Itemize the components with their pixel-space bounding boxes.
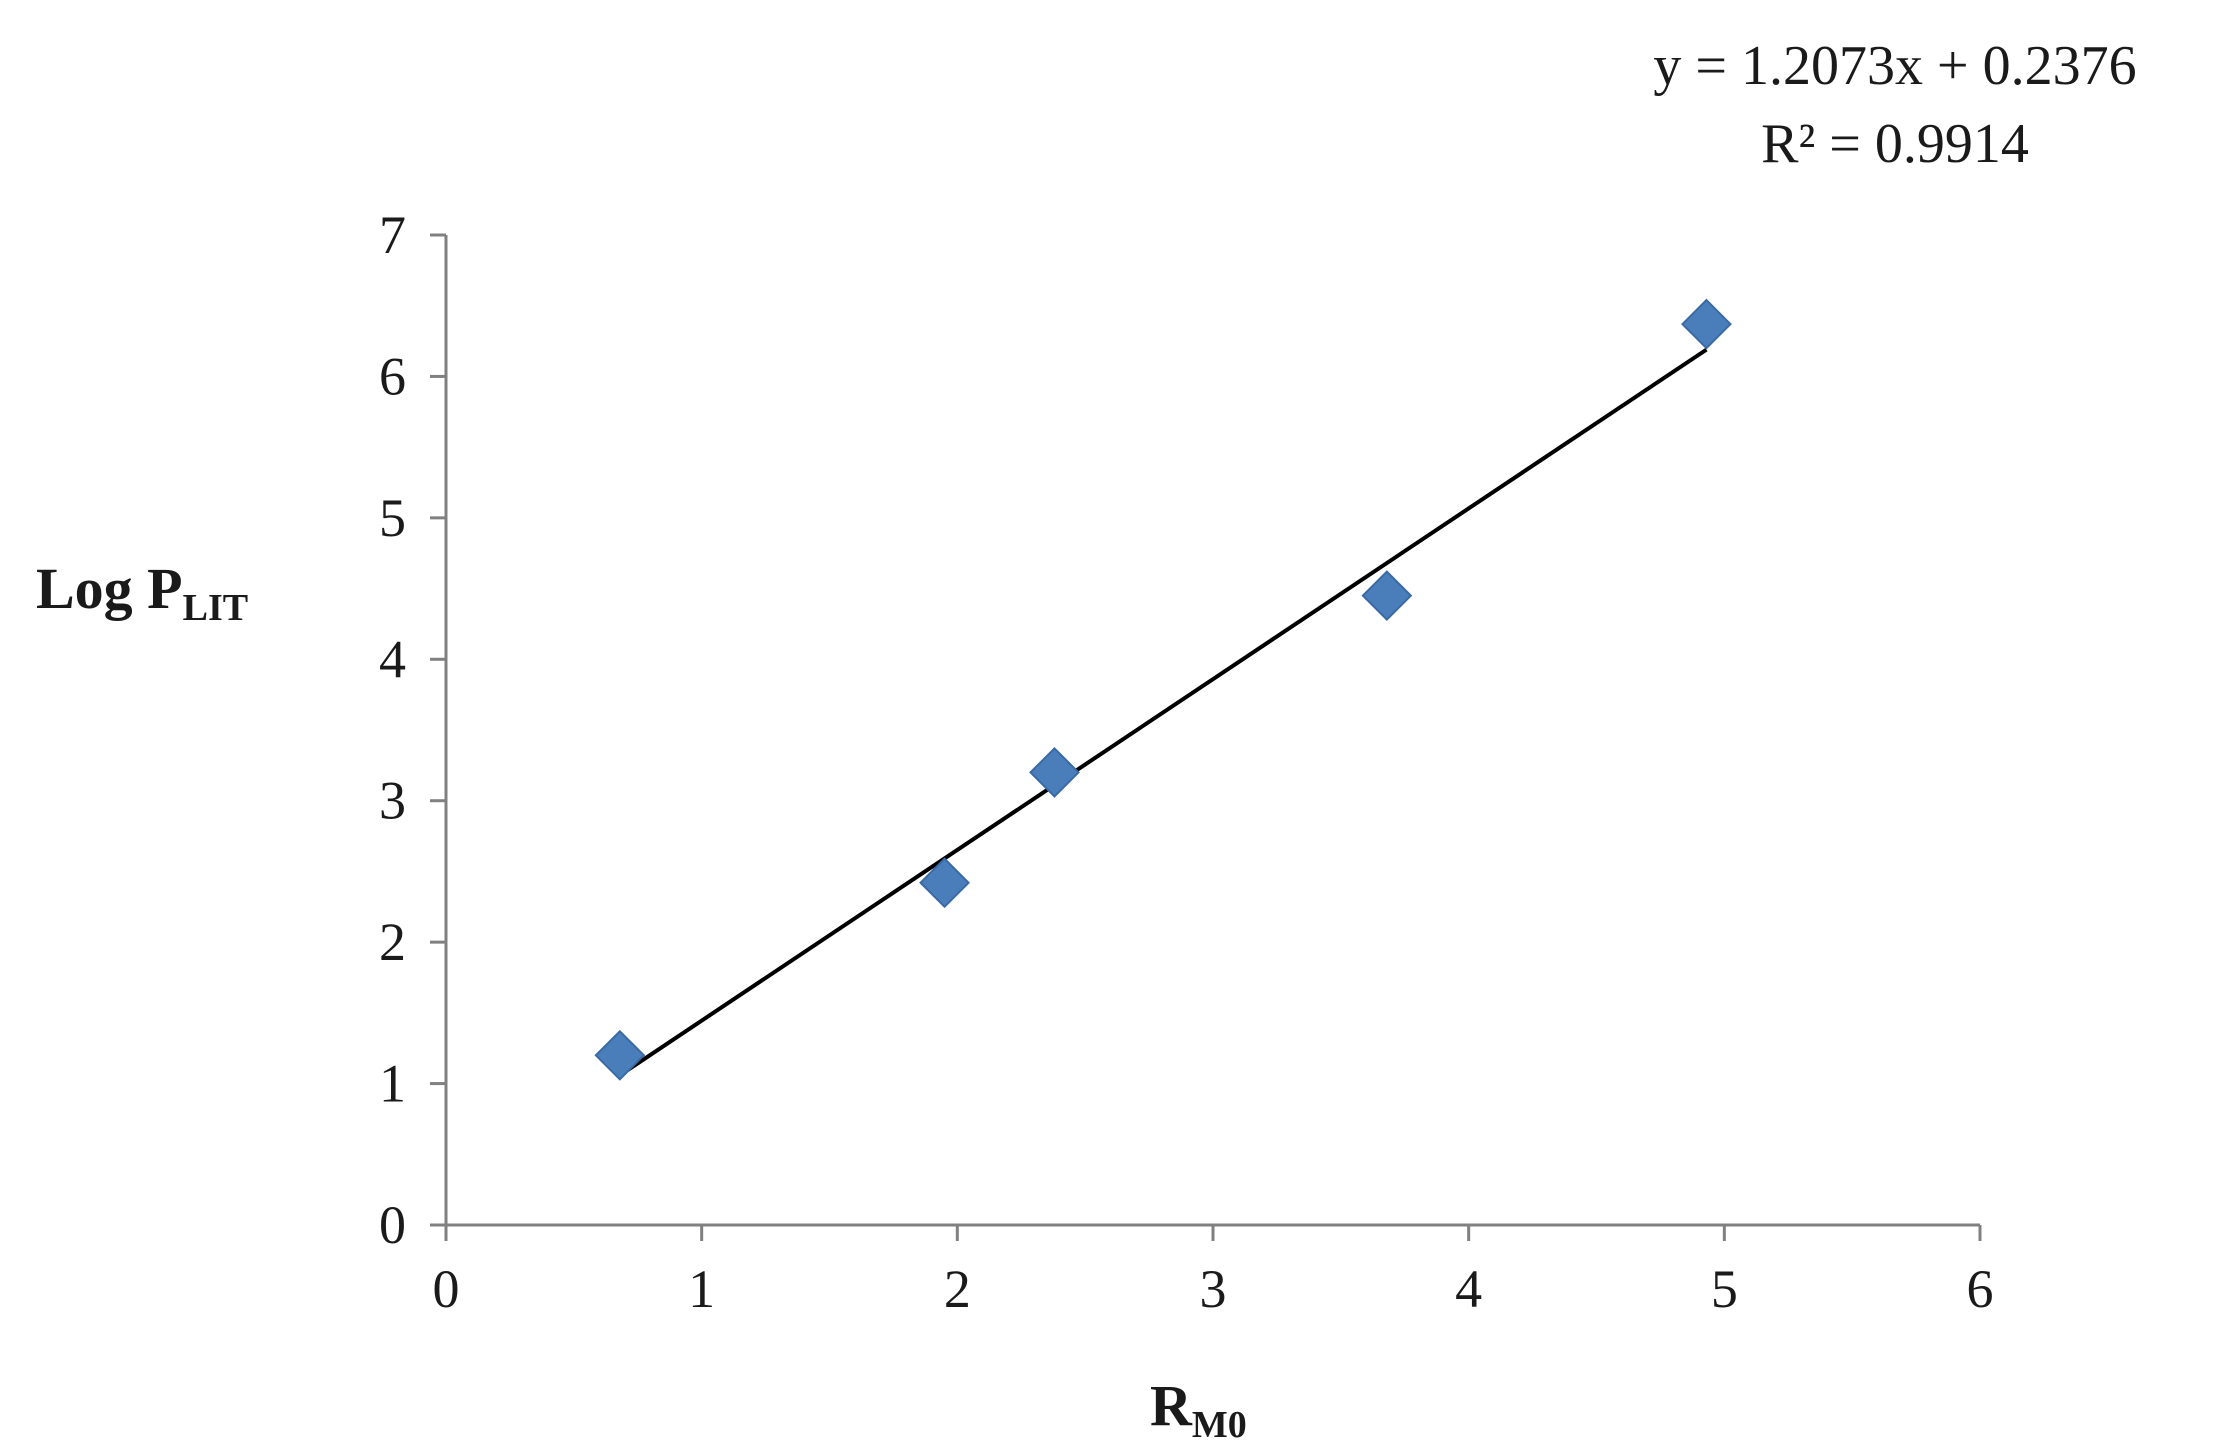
x-axis-title: RM0	[1150, 1373, 1247, 1446]
trendline	[618, 347, 1708, 1077]
data-point	[1681, 298, 1732, 350]
x-tick-label: 0	[433, 1259, 460, 1319]
x-axis-title-main: R	[1150, 1373, 1193, 1438]
y-tick-label: 4	[379, 629, 406, 689]
data-point	[594, 1029, 646, 1081]
y-tick-label: 0	[379, 1195, 406, 1255]
x-tick-label: 2	[944, 1259, 971, 1319]
y-tick-label: 3	[379, 771, 406, 831]
data-point	[1029, 747, 1080, 798]
x-tick-label: 6	[1967, 1259, 1994, 1319]
data-point	[1361, 570, 1413, 622]
y-tick-label: 2	[379, 912, 406, 972]
trendline-r-squared: R² = 0.9914	[1761, 113, 2029, 175]
y-tick-label: 1	[379, 1054, 406, 1114]
data-points	[594, 298, 1732, 1081]
trendline-group	[618, 347, 1708, 1077]
x-axis-ticks: 0 1 2 3 4 5 6	[433, 1225, 1994, 1319]
x-tick-label: 1	[688, 1259, 715, 1319]
y-tick-label: 6	[379, 346, 406, 406]
y-tick-label: 5	[379, 488, 406, 548]
axes	[444, 235, 1980, 1227]
data-point	[919, 857, 970, 909]
y-axis-title-subscript: LIT	[183, 587, 248, 629]
trendline-equation: y = 1.2073x + 0.2376	[1653, 35, 2136, 97]
x-tick-label: 4	[1455, 1259, 1482, 1319]
y-axis-ticks: 0 1 2 3 4 5 6 7	[379, 205, 446, 1255]
x-axis-title-subscript: M0	[1192, 1404, 1247, 1446]
y-tick-label: 7	[379, 205, 406, 265]
y-axis-title-main: Log P	[36, 556, 183, 621]
x-tick-label: 3	[1200, 1259, 1227, 1319]
x-tick-label: 5	[1711, 1259, 1738, 1319]
y-axis-title: Log PLIT	[36, 556, 248, 629]
